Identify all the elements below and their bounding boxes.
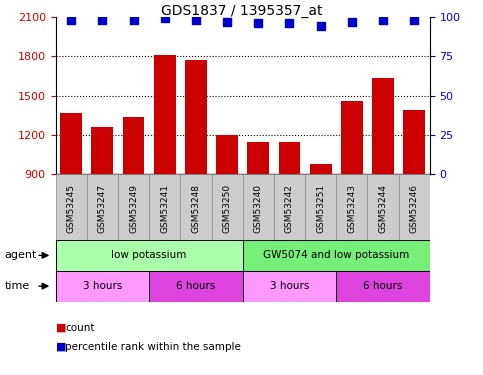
Bar bbox=[398, 174, 430, 240]
Bar bbox=[242, 271, 336, 302]
Point bbox=[129, 17, 137, 23]
Point bbox=[379, 17, 387, 23]
Point bbox=[411, 17, 418, 23]
Bar bbox=[212, 174, 242, 240]
Point bbox=[255, 20, 262, 26]
Text: GSM53247: GSM53247 bbox=[98, 184, 107, 233]
Text: 6 hours: 6 hours bbox=[363, 281, 403, 291]
Point bbox=[285, 20, 293, 26]
Bar bbox=[56, 271, 149, 302]
Bar bbox=[149, 271, 242, 302]
Bar bbox=[336, 271, 430, 302]
Point bbox=[161, 15, 169, 21]
Bar bbox=[403, 110, 425, 174]
Text: 6 hours: 6 hours bbox=[176, 281, 215, 291]
Bar bbox=[274, 174, 305, 240]
Bar bbox=[118, 174, 149, 240]
Bar bbox=[154, 55, 176, 174]
Text: GSM53250: GSM53250 bbox=[223, 184, 232, 233]
Text: GSM53251: GSM53251 bbox=[316, 184, 325, 233]
Bar bbox=[247, 142, 269, 174]
Text: GSM53249: GSM53249 bbox=[129, 184, 138, 233]
Bar bbox=[336, 174, 368, 240]
Text: 3 hours: 3 hours bbox=[83, 281, 122, 291]
Bar bbox=[368, 174, 398, 240]
Bar bbox=[180, 174, 212, 240]
Text: GSM53241: GSM53241 bbox=[160, 184, 169, 233]
Bar bbox=[279, 142, 300, 174]
Bar bbox=[216, 135, 238, 174]
Text: ■: ■ bbox=[56, 342, 66, 351]
Bar bbox=[310, 164, 332, 174]
Text: GW5074 and low potassium: GW5074 and low potassium bbox=[263, 251, 410, 260]
Bar bbox=[60, 112, 82, 174]
Text: count: count bbox=[65, 323, 95, 333]
Text: GSM53243: GSM53243 bbox=[347, 184, 356, 233]
Bar bbox=[305, 174, 336, 240]
Bar bbox=[242, 240, 430, 271]
Text: GSM53246: GSM53246 bbox=[410, 184, 419, 233]
Bar bbox=[87, 174, 118, 240]
Point bbox=[317, 23, 325, 29]
Bar bbox=[185, 60, 207, 174]
Point bbox=[192, 17, 200, 23]
Bar bbox=[149, 174, 180, 240]
Text: GSM53244: GSM53244 bbox=[379, 184, 387, 233]
Point bbox=[67, 17, 75, 23]
Text: time: time bbox=[5, 281, 30, 291]
Text: percentile rank within the sample: percentile rank within the sample bbox=[65, 342, 241, 351]
Bar bbox=[123, 117, 144, 174]
Point bbox=[99, 17, 106, 23]
Bar bbox=[91, 127, 113, 174]
Text: GSM53248: GSM53248 bbox=[191, 184, 200, 233]
Point bbox=[348, 19, 356, 25]
Text: 3 hours: 3 hours bbox=[270, 281, 309, 291]
Point bbox=[223, 19, 231, 25]
Text: GSM53240: GSM53240 bbox=[254, 184, 263, 233]
Bar bbox=[56, 174, 87, 240]
Bar bbox=[242, 174, 274, 240]
Bar bbox=[372, 78, 394, 174]
Text: low potassium: low potassium bbox=[112, 251, 187, 260]
Bar bbox=[341, 101, 363, 174]
Text: GDS1837 / 1395357_at: GDS1837 / 1395357_at bbox=[161, 4, 322, 18]
Text: GSM53242: GSM53242 bbox=[285, 184, 294, 233]
Text: agent: agent bbox=[5, 251, 37, 260]
Text: ■: ■ bbox=[56, 323, 66, 333]
Text: GSM53245: GSM53245 bbox=[67, 184, 76, 233]
Bar bbox=[56, 240, 242, 271]
